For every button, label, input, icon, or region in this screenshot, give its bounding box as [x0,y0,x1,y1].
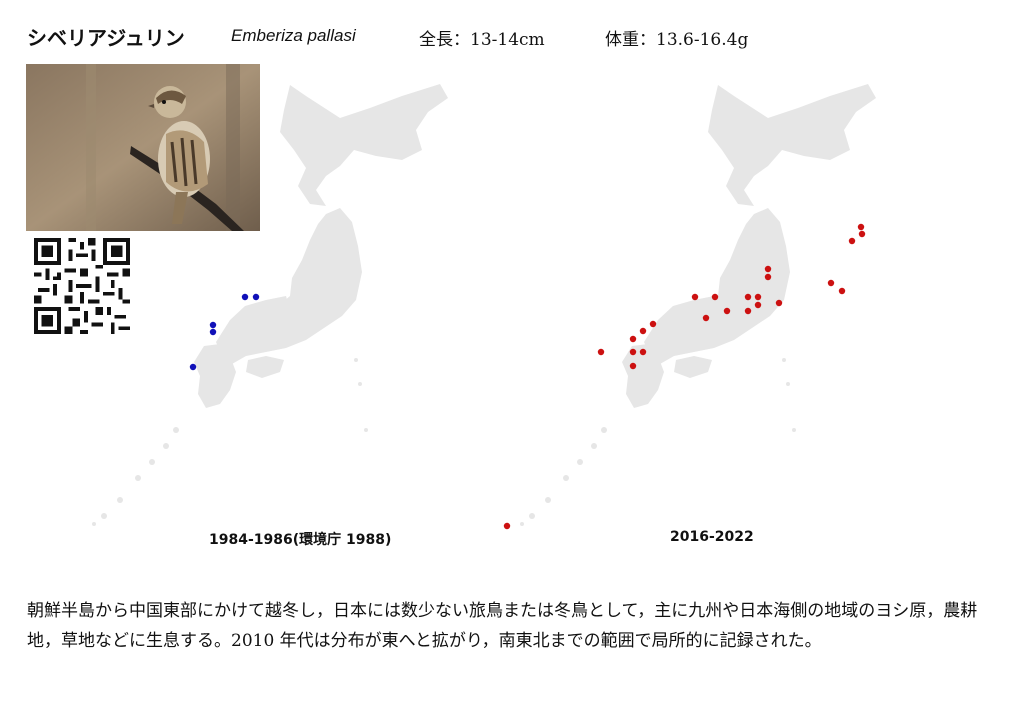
record-dot [629,335,637,343]
record-dot [189,363,197,371]
record-dot [209,321,217,329]
distribution-maps [92,84,876,530]
record-dot [629,348,637,356]
record-dot [639,348,647,356]
map-label-2016-2022: 2016-2022 [670,529,754,545]
species-weight: 体重：13.6-16.4g [605,30,749,50]
record-dot [639,327,647,335]
record-dot [857,223,865,231]
record-dot [858,230,866,238]
record-dot [702,314,710,322]
species-header: シベリアジュリン Emberiza pallasi 全長：13-14cm 体重：… [27,22,1007,52]
record-dot [723,307,731,315]
record-dot [209,328,217,336]
map-label-1984-1986: 1984-1986(環境庁 1988) [209,532,392,548]
record-dot [629,362,637,370]
record-dot [764,273,772,281]
record-dot [827,279,835,287]
bird-photo [26,64,260,231]
record-dot [711,293,719,301]
record-dot [252,293,260,301]
record-dot [597,348,605,356]
record-dot [754,301,762,309]
record-dot [754,293,762,301]
record-dot [241,293,249,301]
record-dot [503,522,511,530]
record-dot [848,237,856,245]
record-dot [649,320,657,328]
qr-code-icon[interactable] [34,238,130,334]
markers-2016-2022 [503,223,866,530]
species-length: 全長：13-14cm [419,30,545,50]
species-japanese-name: シベリアジュリン [27,26,185,50]
markers-1984-1986 [189,293,260,371]
record-dot [764,265,772,273]
species-scientific-name: Emberiza pallasi [231,26,356,45]
record-dot [775,299,783,307]
record-dot [838,287,846,295]
species-description: 朝鮮半島から中国東部にかけて越冬し，日本には数少ない旅鳥または冬鳥として，主に九… [27,601,978,651]
record-dot [691,293,699,301]
record-dot [744,293,752,301]
record-dot [744,307,752,315]
